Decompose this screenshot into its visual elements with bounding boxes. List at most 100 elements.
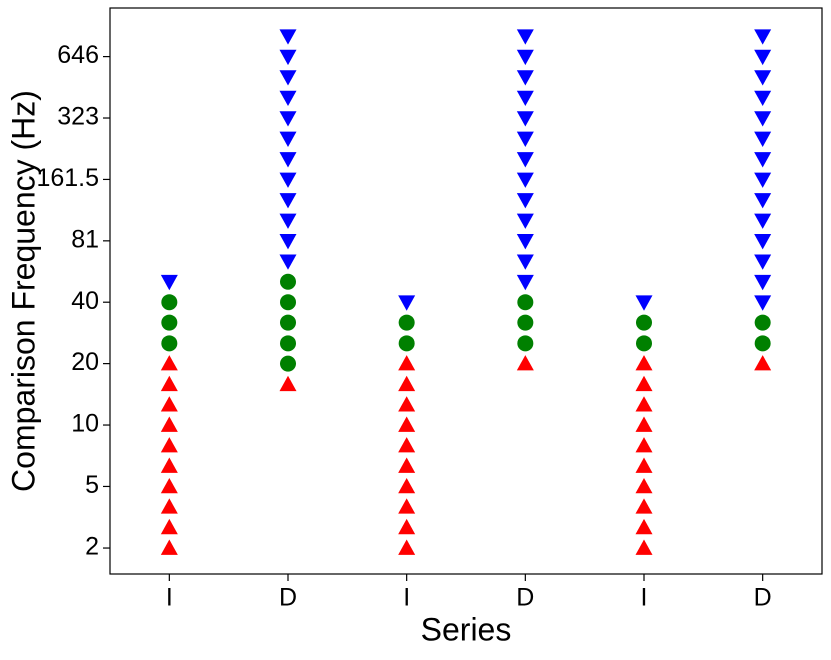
marker [279,193,297,209]
marker [279,152,297,168]
marker [516,254,534,270]
marker [635,539,653,555]
marker [398,314,415,331]
marker [160,274,178,291]
marker [635,375,653,392]
marker [279,111,297,127]
marker [754,49,772,66]
marker [160,355,178,371]
marker [635,437,653,453]
marker [279,131,297,147]
marker [160,416,178,432]
y-tick-label: 161.5 [36,164,99,192]
marker [280,335,296,352]
marker [161,294,178,311]
marker [636,314,652,331]
y-tick-label: 10 [71,410,99,438]
marker [516,234,534,250]
marker [516,355,534,371]
marker [279,375,297,392]
marker [279,90,297,107]
marker [754,274,772,291]
marker [516,213,534,229]
marker [516,152,534,168]
marker [517,314,534,331]
marker [636,335,652,352]
marker [754,111,772,127]
marker [754,70,772,86]
marker [754,295,772,311]
marker [160,437,178,453]
marker [160,457,178,473]
marker [754,335,771,352]
marker [635,518,653,535]
marker [161,314,178,331]
x-tick-label: D [279,584,297,612]
marker [398,518,416,535]
marker [398,498,416,514]
y-tick-label: 2 [85,533,99,561]
marker [754,90,772,107]
x-tick-label: D [516,584,534,612]
marker [160,396,178,412]
y-tick-label: 646 [57,41,99,69]
y-tick-label: 20 [71,348,99,376]
marker [754,234,772,250]
marker [160,477,178,494]
marker [754,314,771,331]
marker [398,437,416,453]
marker [398,335,415,352]
x-axis-title: Series [421,611,512,647]
x-tick-label: I [641,584,648,612]
x-tick-label: I [403,584,410,612]
marker [398,355,416,371]
marker [517,335,534,352]
marker [517,294,534,311]
marker [635,457,653,473]
marker [279,172,297,188]
y-tick-label: 5 [85,471,99,499]
marker [279,254,297,270]
marker [160,498,178,514]
marker [398,295,416,311]
marker [160,518,178,535]
x-tick-label: I [166,584,173,612]
x-tick-label: D [754,584,772,612]
marker [754,152,772,168]
marker [280,355,296,372]
plot-frame [109,7,823,575]
marker [635,498,653,514]
y-axis-title: Comparison Frequency (Hz) [5,90,41,492]
marker [516,274,534,291]
marker [398,396,416,412]
marker [516,111,534,127]
marker [754,193,772,209]
marker [160,375,178,392]
marker [754,131,772,147]
marker [635,396,653,412]
marker [516,90,534,107]
marker [635,416,653,432]
marker [754,254,772,270]
marker [754,172,772,188]
marker [635,355,653,371]
marker [398,477,416,494]
marker [516,49,534,66]
marker [279,213,297,229]
marker [279,70,297,86]
marker [516,70,534,86]
marker [398,375,416,392]
marker [635,295,653,311]
marker [161,335,178,352]
marker [280,273,296,290]
y-tick-label: 81 [71,225,99,253]
y-tick-label: 323 [57,103,99,131]
marker [398,416,416,432]
marker [754,355,772,371]
marker [754,29,772,45]
y-tick-label: 40 [71,287,99,315]
marker [280,314,296,331]
marker [279,234,297,250]
marker [160,539,178,555]
